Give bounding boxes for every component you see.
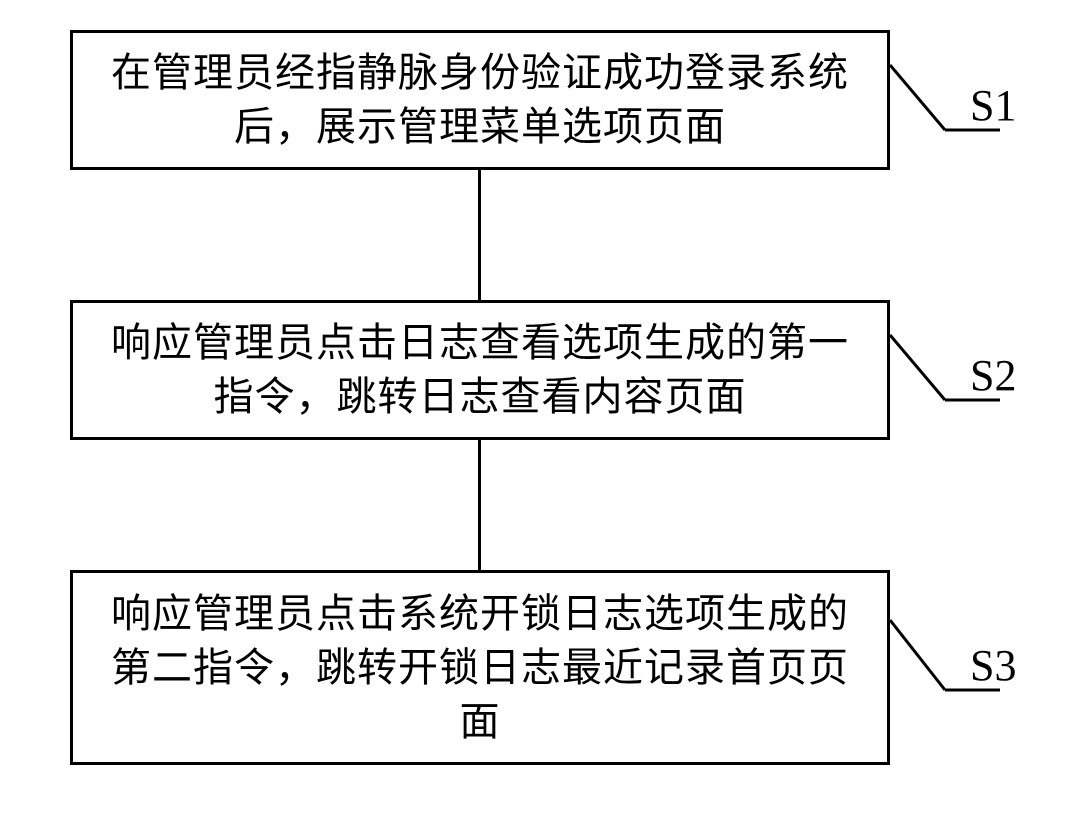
edge-s2-s3 — [478, 440, 481, 570]
node-text-s2: 响应管理员点击日志查看选项生成的第一指令，跳转日志查看内容页面 — [93, 316, 867, 424]
node-text-s1: 在管理员经指静脉身份验证成功登录系统后，展示管理菜单选项页面 — [93, 46, 867, 154]
step-label-s1: S1 — [970, 80, 1016, 131]
step-label-s2: S2 — [970, 350, 1016, 401]
step-label-s3: S3 — [970, 640, 1016, 691]
flowchart-node-s3: 响应管理员点击系统开锁日志选项生成的第二指令，跳转开锁日志最近记录首页页面 — [70, 570, 890, 765]
flowchart-node-s2: 响应管理员点击日志查看选项生成的第一指令，跳转日志查看内容页面 — [70, 300, 890, 440]
node-text-s3: 响应管理员点击系统开锁日志选项生成的第二指令，跳转开锁日志最近记录首页页面 — [93, 587, 867, 749]
flowchart-container: 在管理员经指静脉身份验证成功登录系统后，展示管理菜单选项页面 响应管理员点击日志… — [0, 0, 1080, 819]
edge-s1-s2 — [478, 170, 481, 300]
flowchart-node-s1: 在管理员经指静脉身份验证成功登录系统后，展示管理菜单选项页面 — [70, 30, 890, 170]
